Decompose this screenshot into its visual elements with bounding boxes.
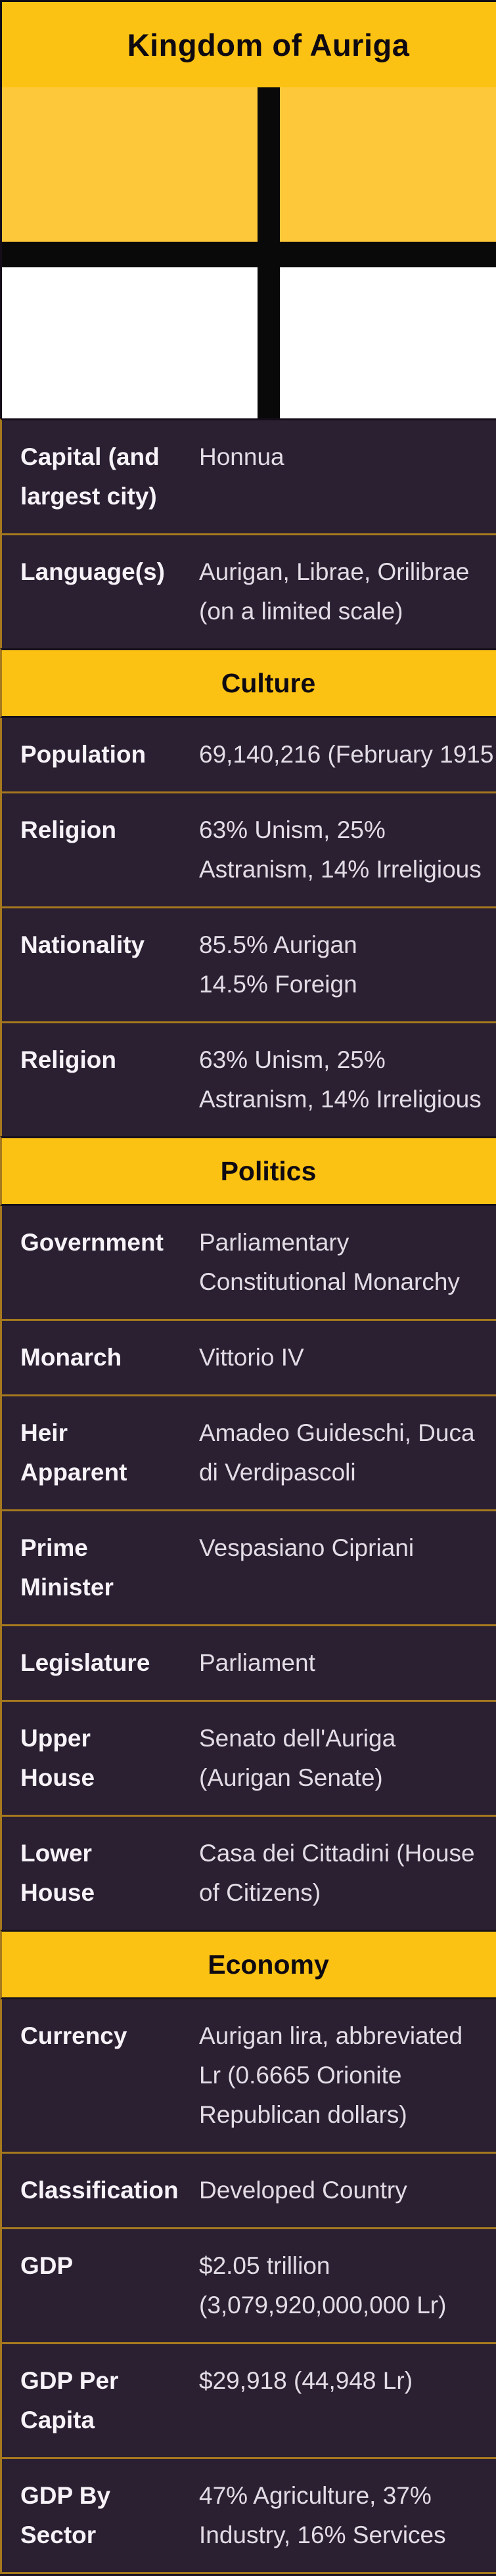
infobox-row-heir-apparent: Heir Apparent Amadeo Guideschi, Duca di … [0, 1394, 496, 1509]
row-label: Religion [20, 1046, 116, 1073]
row-value: Parliamentary Constitutional Monarchy [199, 1229, 460, 1295]
flag-upper-field [2, 87, 496, 242]
infobox-row-government: Government Parliamentary Constitutional … [0, 1206, 496, 1319]
row-label: Currency [20, 2022, 127, 2049]
infobox-row-prime-minister: Prime Minister Vespasiano Cipriani [0, 1509, 496, 1624]
row-label: Government [20, 1229, 164, 1256]
row-label: Legislature [20, 1649, 150, 1676]
infobox-row-religion-2: Religion 63% Unism, 25% Astranism, 14% I… [0, 1021, 496, 1136]
infobox-row-capital: Capital (and largest city) Honnua [0, 418, 496, 533]
row-label: Upper House [20, 1725, 95, 1791]
row-label: Prime Minister [20, 1534, 114, 1601]
row-value: 63% Unism, 25% Astranism, 14% Irreligiou… [199, 816, 482, 883]
infobox-row-gdp-per-capita: GDP Per Capita $29,918 (44,948 Lr) [0, 2342, 496, 2457]
infobox-row-currency: Currency Aurigan lira, abbreviated Lr (0… [0, 1999, 496, 2152]
infobox-row-upper-house: Upper House Senato dell'Auriga (Aurigan … [0, 1700, 496, 1815]
row-label: Population [20, 741, 147, 768]
section-header-politics: Politics [0, 1136, 496, 1206]
infobox-row-population: Population 69,140,216 (February 1915 [0, 718, 496, 791]
infobox-row-religion: Religion 63% Unism, 25% Astranism, 14% I… [0, 791, 496, 906]
section-header-culture: Culture [0, 648, 496, 718]
row-value: Senato dell'Auriga (Aurigan Senate) [199, 1725, 396, 1791]
infobox-row-classification: Classification Developed Country [0, 2152, 496, 2227]
row-label: Lower House [20, 1840, 95, 1906]
row-value: 47% Agriculture, 37% Industry, 16% Servi… [199, 2482, 446, 2548]
row-label: Religion [20, 816, 116, 843]
infobox-row-gdp: GDP $2.05 trillion (3,079,920,000,000 Lr… [0, 2227, 496, 2342]
flag-cross-horizontal-stripe [2, 242, 496, 267]
row-value: $29,918 (44,948 Lr) [199, 2367, 413, 2394]
row-value: Amadeo Guideschi, Duca di Verdipascoli [199, 1419, 475, 1486]
row-value: Aurigan, Librae, Orilibrae (on a limited… [199, 558, 470, 625]
row-value: Vespasiano Cipriani [199, 1534, 415, 1561]
row-value: Vittorio IV [199, 1344, 304, 1371]
flag-lower-field [2, 267, 496, 418]
row-label: Capital (and largest city) [20, 443, 160, 510]
infobox-row-monarch: Monarch Vittorio IV [0, 1319, 496, 1394]
row-label: GDP Per Capita [20, 2367, 119, 2433]
row-label: Heir Apparent [20, 1419, 127, 1486]
row-label: Language(s) [20, 558, 165, 585]
infobox-row-nationality: Nationality 85.5% Aurigan 14.5% Foreign [0, 906, 496, 1021]
row-value: 85.5% Aurigan 14.5% Foreign [199, 931, 357, 998]
row-value: 69,140,216 (February 1915 [199, 741, 494, 768]
row-label: GDP By Sector [20, 2482, 111, 2548]
row-value: Developed Country [199, 2177, 407, 2204]
row-label: Classification [20, 2177, 179, 2204]
row-value: Honnua [199, 443, 284, 470]
row-value: $2.05 trillion (3,079,920,000,000 Lr) [199, 2252, 447, 2319]
row-label: Nationality [20, 931, 145, 958]
row-value: Casa dei Cittadini (House of Citizens) [199, 1840, 475, 1906]
infobox-row-legislature: Legislature Parliament [0, 1624, 496, 1700]
infobox-row-languages: Language(s) Aurigan, Librae, Orilibrae (… [0, 533, 496, 648]
infobox-row-gdp-by-sector: GDP By Sector 47% Agriculture, 37% Indus… [0, 2457, 496, 2572]
row-value: Parliament [199, 1649, 315, 1676]
row-value: Aurigan lira, abbreviated Lr (0.6665 Ori… [199, 2022, 463, 2128]
row-label: Monarch [20, 1344, 122, 1371]
infobox-title: Kingdom of Auriga [0, 2, 496, 87]
section-header-economy: Economy [0, 1930, 496, 1999]
flag-of-auriga [0, 87, 496, 418]
row-label: GDP [20, 2252, 74, 2279]
flag-cross-vertical-stripe [257, 87, 280, 418]
infobox-row-lower-house: Lower House Casa dei Cittadini (House of… [0, 1815, 496, 1930]
row-value: 63% Unism, 25% Astranism, 14% Irreligiou… [199, 1046, 482, 1113]
